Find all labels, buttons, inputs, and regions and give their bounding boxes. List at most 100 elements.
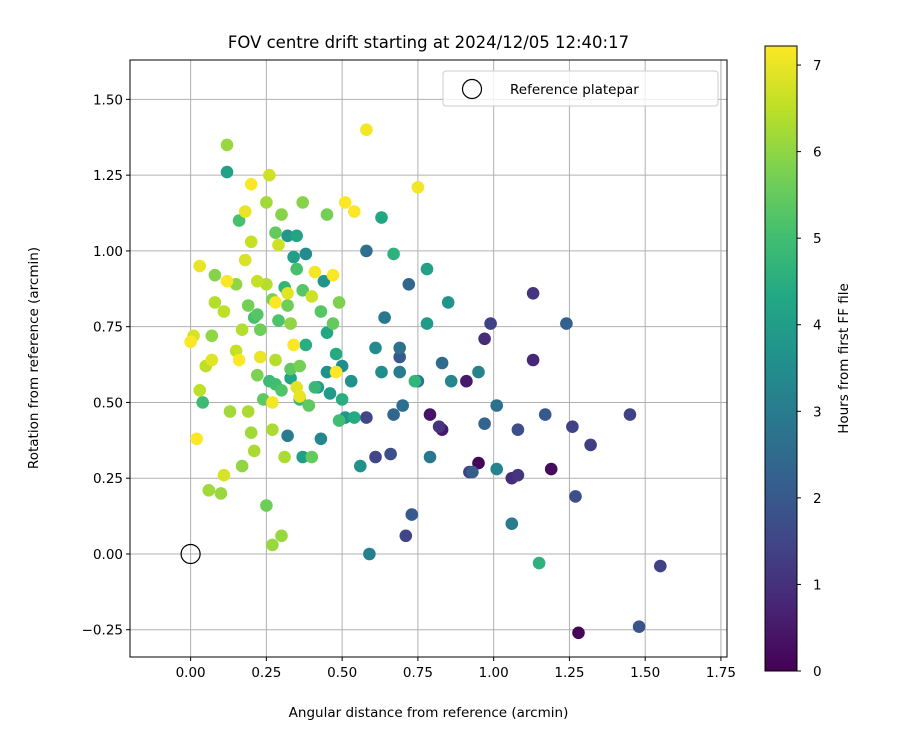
scatter-point bbox=[296, 284, 310, 297]
colorbar-label: Hours from first FF file bbox=[836, 283, 852, 434]
scatter-point bbox=[420, 317, 434, 330]
scatter-point bbox=[314, 305, 328, 318]
legend-marker-icon bbox=[461, 78, 483, 100]
colorbar-tick-label: 5 bbox=[813, 231, 822, 247]
scatter-point bbox=[275, 529, 288, 543]
scatter-point bbox=[332, 296, 346, 309]
scatter-point bbox=[238, 253, 252, 267]
scatter-point bbox=[320, 326, 334, 340]
scatter-point bbox=[263, 168, 276, 182]
scatter-point bbox=[569, 490, 582, 503]
scatter-point bbox=[335, 393, 349, 406]
scatter-point bbox=[244, 177, 258, 191]
x-tick-label: 1.25 bbox=[554, 665, 584, 681]
scatter-point bbox=[266, 396, 279, 409]
y-tick-label: 0.25 bbox=[93, 471, 123, 487]
scatter-point bbox=[284, 317, 297, 330]
scatter-point bbox=[308, 265, 322, 279]
scatter-point bbox=[411, 181, 425, 194]
scatter-point bbox=[484, 317, 497, 330]
scatter-point bbox=[299, 247, 313, 261]
scatter-point bbox=[344, 374, 358, 388]
scatter-point bbox=[384, 447, 397, 461]
scatter-point bbox=[296, 450, 310, 464]
scatter-point bbox=[632, 620, 646, 633]
colorbar-tick-label: 0 bbox=[813, 664, 822, 680]
scatter-point bbox=[378, 311, 391, 324]
x-axis: 0.00 0.25 0.50 0.75 1.00 1.25 1.50 1.75 bbox=[176, 657, 736, 681]
y-tick-label: 0.50 bbox=[93, 395, 123, 411]
y-axis-label: Rotation from reference (arcmin) bbox=[26, 247, 42, 469]
scatter-point bbox=[393, 341, 407, 355]
scatter-point bbox=[275, 384, 288, 397]
colorbar-tick-label: 6 bbox=[813, 145, 822, 161]
scatter-point bbox=[269, 226, 282, 239]
scatter-point bbox=[184, 335, 197, 349]
colorbar-tick-label: 3 bbox=[813, 404, 822, 420]
scatter-point bbox=[281, 429, 294, 443]
scatter-point bbox=[220, 165, 234, 179]
scatter-point bbox=[296, 196, 310, 209]
scatter-point bbox=[223, 405, 237, 418]
scatter-point bbox=[202, 484, 216, 497]
scatter-point bbox=[284, 371, 297, 385]
scatter-point bbox=[290, 262, 304, 276]
scatter-point bbox=[399, 529, 413, 543]
scatter-point bbox=[584, 438, 597, 452]
scatter-point bbox=[238, 205, 252, 218]
scatter-point bbox=[360, 244, 373, 258]
scatter-point bbox=[247, 444, 261, 458]
scatter-point bbox=[217, 468, 231, 482]
scatter-point bbox=[232, 353, 246, 367]
y-tick-label: 1.25 bbox=[93, 168, 123, 184]
legend-box bbox=[442, 70, 719, 107]
legend: Reference platepar bbox=[442, 70, 719, 107]
scatter-point bbox=[308, 381, 322, 394]
scatter-point bbox=[363, 547, 376, 561]
scatter-point bbox=[472, 365, 485, 379]
scatter-point bbox=[235, 323, 249, 337]
x-tick-label: 1.75 bbox=[706, 665, 736, 681]
scatter-point bbox=[360, 411, 373, 424]
y-axis: −0.25 0.00 0.25 0.50 0.75 1.00 1.25 1.50 bbox=[82, 92, 130, 639]
scatter-point bbox=[393, 365, 407, 379]
scatter-point bbox=[423, 450, 437, 464]
scatter-point bbox=[281, 287, 294, 300]
scatter-point bbox=[305, 450, 319, 464]
scatter-point bbox=[241, 299, 255, 312]
scatter-point bbox=[299, 338, 313, 352]
scatter-point bbox=[214, 487, 228, 500]
scatter-point bbox=[375, 211, 388, 224]
reference-platepar-marker bbox=[180, 543, 201, 565]
scatter-point bbox=[560, 317, 573, 330]
x-tick-label: 0.75 bbox=[403, 665, 433, 681]
scatter-point bbox=[193, 259, 206, 273]
scatter-point bbox=[293, 390, 307, 403]
scatter-point bbox=[305, 290, 319, 303]
scatter-point bbox=[444, 374, 458, 388]
colorbar-tick-label: 2 bbox=[813, 491, 822, 507]
scatter-point bbox=[511, 468, 525, 482]
scatter-point bbox=[387, 408, 400, 421]
scatter-point bbox=[402, 278, 416, 291]
scatter-point bbox=[190, 432, 203, 446]
scatter-point bbox=[266, 538, 279, 552]
scatter-point bbox=[287, 338, 300, 352]
scatter-point bbox=[423, 408, 437, 421]
legend-label: Reference platepar bbox=[510, 82, 639, 98]
scatter-point bbox=[348, 205, 361, 218]
y-tick-label: 1.00 bbox=[93, 244, 123, 260]
reference-marker bbox=[180, 543, 201, 565]
y-tick-label: −0.25 bbox=[82, 623, 123, 639]
scatter-point bbox=[253, 323, 267, 337]
scatter-point bbox=[290, 229, 304, 243]
scatter-point bbox=[293, 359, 307, 373]
scatter-point bbox=[329, 347, 343, 361]
scatter-point bbox=[260, 499, 273, 512]
scatter-point bbox=[490, 399, 504, 412]
scatter-point bbox=[235, 459, 249, 473]
scatter-point bbox=[405, 508, 419, 521]
scatter-point bbox=[544, 462, 558, 476]
scatter-point bbox=[396, 399, 410, 412]
colorbar-tick-label: 4 bbox=[813, 318, 822, 334]
